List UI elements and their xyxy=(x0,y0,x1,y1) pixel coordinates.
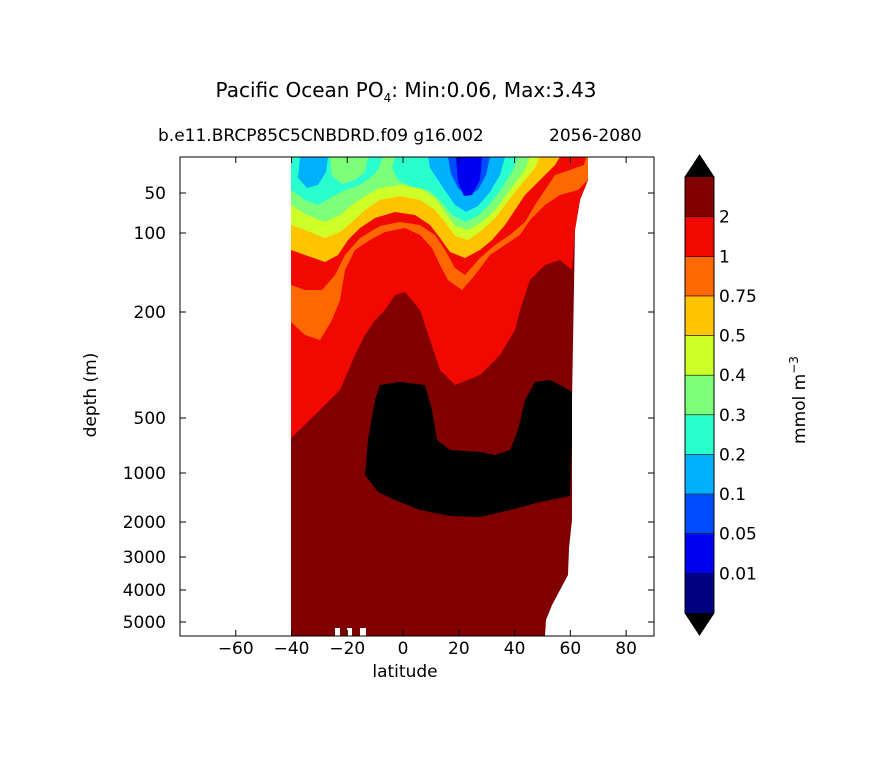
x-axis-label: latitude xyxy=(372,662,437,682)
contour-green-left xyxy=(330,157,368,184)
y-tick-label: 2000 xyxy=(123,513,166,533)
y-tick-label: 5000 xyxy=(123,613,166,633)
colorbar-swatch xyxy=(685,414,714,455)
colorbar-tick-label: 2 xyxy=(719,208,730,228)
colorbar-swatch xyxy=(685,335,714,376)
colorbar-swatch xyxy=(685,375,714,416)
chart-title: Pacific Ocean PO4: Min:0.06, Max:3.43 xyxy=(215,78,597,105)
colorbar-swatch xyxy=(685,573,714,614)
y-axis: 50 100 200 500 1000 2000 3000 4000 5000 xyxy=(123,184,654,633)
colorbar-swatch xyxy=(685,533,714,574)
x-tick-label: 20 xyxy=(448,639,470,659)
contour-extend-high xyxy=(365,380,572,517)
y-tick-label: 500 xyxy=(134,409,166,429)
colorbar-tick-label: 0.2 xyxy=(719,445,746,465)
x-tick-label: 80 xyxy=(615,639,637,659)
colorbar-tick-label: 0.01 xyxy=(719,564,757,584)
colorbar-tick-label: 0.5 xyxy=(719,327,746,347)
colorbar-tick-label: 1 xyxy=(719,247,730,267)
colorbar-swatch xyxy=(685,256,714,297)
colorbar-frame xyxy=(684,154,715,636)
colorbar-swatch xyxy=(685,494,714,535)
y-tick-label: 1000 xyxy=(123,464,166,484)
plot-frame xyxy=(179,156,655,637)
chart-subtitle: b.e11.BRCP85C5CNBDRD.f09 g16.002 xyxy=(158,126,484,146)
colorbar-tick-label: 0.4 xyxy=(719,366,746,386)
colorbar-swatch xyxy=(685,177,714,218)
contour-core xyxy=(456,157,482,196)
x-tick-label: 0 xyxy=(398,639,409,659)
colorbar-tick-label: 0.75 xyxy=(719,287,757,307)
contour-field xyxy=(291,157,588,636)
colorbar-extend-high xyxy=(685,155,714,177)
colorbar-tick-label: 0.05 xyxy=(719,525,757,545)
x-tick-label: −60 xyxy=(218,639,254,659)
colorbar-tick-label: 0.3 xyxy=(719,406,746,426)
x-tick-label: 40 xyxy=(504,639,526,659)
colorbar: 0.01 0.05 0.1 0.2 0.3 0.4 0.5 0.75 1 2 xyxy=(684,154,757,636)
x-tick-label: −20 xyxy=(329,639,365,659)
colorbar-swatch xyxy=(685,216,714,257)
x-tick-label: 60 xyxy=(560,639,582,659)
y-axis-label: depth (m) xyxy=(81,353,101,438)
y-tick-label: 3000 xyxy=(123,548,166,568)
colorbar-tick-label: 0.1 xyxy=(719,485,746,505)
colorbar-swatch xyxy=(685,454,714,495)
colorbar-label: mmol m−3 xyxy=(787,356,810,444)
x-tick-label: −40 xyxy=(274,639,310,659)
y-tick-label: 50 xyxy=(144,184,166,204)
y-tick-label: 4000 xyxy=(123,581,166,601)
y-tick-label: 200 xyxy=(134,303,166,323)
chart-period: 2056-2080 xyxy=(549,126,642,146)
contour-01-02 xyxy=(298,157,328,188)
x-axis: −60 −40 −20 0 20 40 60 80 xyxy=(218,157,637,659)
colorbar-swatch xyxy=(685,295,714,337)
colorbar-extend-low xyxy=(685,613,714,635)
y-tick-label: 100 xyxy=(134,224,166,244)
